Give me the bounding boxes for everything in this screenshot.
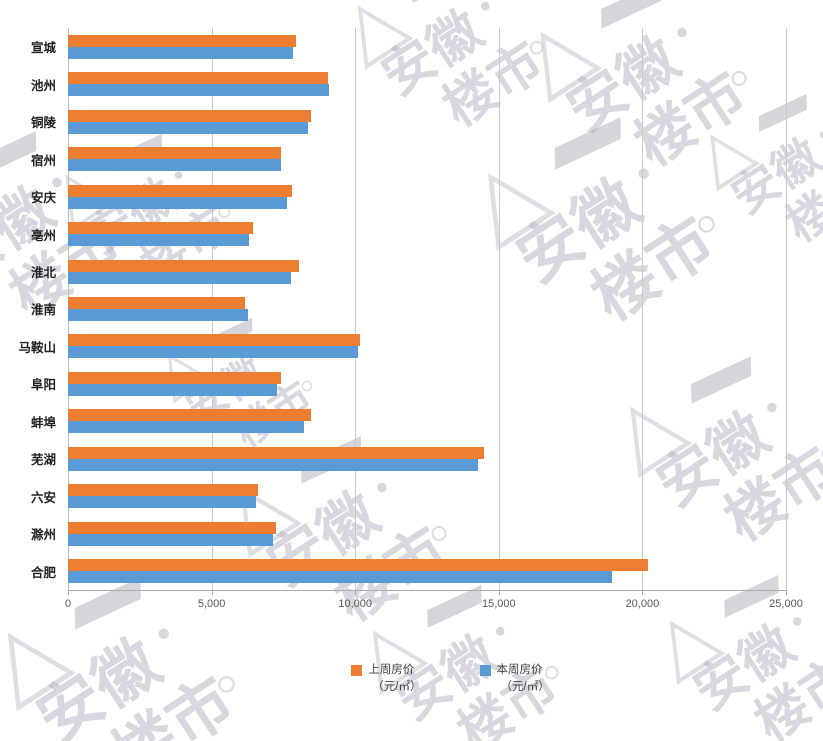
bar-this-week [68,46,294,59]
legend-label-last-week: 上周房价 [368,664,415,676]
x-tick-label: 25,000 [769,598,803,610]
bar-last-week [68,34,297,47]
bar-group-1 [68,34,786,59]
gridline [355,28,357,590]
bar-last-week [68,371,282,384]
bar-group-9 [68,334,786,359]
axis-tick [786,590,787,595]
bar-this-week [68,383,277,396]
bar-group-5 [68,184,786,209]
category-label: 蚌埠 [30,415,56,430]
bar-this-week [68,458,479,471]
bar-this-week [68,84,330,97]
bar-this-week [68,421,305,434]
category-label: 六安 [30,490,56,505]
bar-last-week [68,334,361,347]
bar-group-8 [68,297,786,321]
category-label: 合肥 [30,565,56,580]
gridline [498,28,500,590]
category-label: 阜阳 [30,378,56,393]
bar-this-week [68,571,613,584]
x-tick-label: 10,000 [338,598,373,610]
bar-group-6 [68,222,786,247]
x-tick-label: 15,000 [481,598,516,610]
bar-last-week [68,109,312,122]
category-label: 安庆 [30,191,56,206]
bar-this-week [68,496,257,509]
bar-this-week [68,159,281,172]
bar-last-week [68,521,276,534]
watermark-dot-icon: ● [785,607,808,633]
watermark-bar-icon [601,0,662,29]
watermark-dot-icon: ● [488,617,511,643]
gridline [642,28,644,590]
bar-this-week [68,271,291,284]
bar-group-7 [68,259,786,284]
category-label: 芜湖 [30,453,56,468]
bar-group-4 [68,147,786,172]
category-label: 淮北 [30,266,56,281]
watermark-dot-icon: ● [149,617,177,649]
axis-tick [68,590,69,595]
category-label: 宿州 [30,153,56,168]
bar-group-14 [68,521,786,546]
bar-last-week [68,297,245,309]
category-label: 宣城 [30,41,56,56]
category-label: 亳州 [30,228,56,243]
axis-tick [642,590,644,595]
legend-swatch-this-week-icon [479,665,491,676]
axis-tick [211,590,213,595]
bar-last-week [68,409,311,422]
bar-this-week [68,234,249,247]
legend-swatch-last-week-icon [351,665,363,676]
x-tick-label: 0 [64,598,72,610]
bar-last-week [68,147,282,160]
x-tick-label: 5,000 [197,598,226,610]
legend-text-this-week: 本周房价 （元/㎡） [497,662,550,697]
plot-area [68,28,787,595]
category-axis: 宣城池州铜陵宿州安庆亳州淮北淮南马鞍山阜阳蚌埠芜湖六安滁州合肥 [0,28,61,590]
bar-this-week [68,346,359,359]
bar-this-week [68,196,287,209]
bar-group-11 [68,409,786,434]
bar-last-week [68,259,300,272]
bar-group-3 [68,109,786,134]
gridline [786,28,787,590]
legend-unit-this-week: （元/㎡） [500,681,550,694]
bar-last-week [68,559,648,572]
legend-item-this-week: 本周房价 （元/㎡） [479,662,550,697]
category-label: 铜陵 [30,116,56,131]
bar-this-week [68,309,249,321]
category-label: 淮南 [30,303,56,318]
bar-group-2 [68,72,786,97]
category-label: 滁州 [30,528,56,543]
bar-group-10 [68,371,786,396]
x-axis: 0 5,000 10,000 15,000 20,000 25,000 [64,598,803,616]
watermark-dot-icon: ● [813,122,823,146]
bar-this-week [68,533,273,546]
watermark-dot-icon: ● [473,0,496,18]
legend-label-this-week: 本周房价 [496,664,543,676]
chart-legend: 上周房价 （元/㎡） 本周房价 （元/㎡） [0,662,823,697]
bar-group-15 [68,559,786,584]
bar-last-week [68,184,293,197]
legend-unit-last-week: （元/㎡） [372,681,422,694]
bar-this-week [68,121,309,134]
category-label: 池州 [30,78,56,93]
bar-group-12 [68,446,786,471]
bar-last-week [68,484,258,497]
bar-group-13 [68,484,786,509]
category-label: 马鞍山 [18,340,56,355]
watermark-ring [818,443,823,464]
axis-tick [498,590,500,595]
bar-last-week [68,72,328,85]
bar-last-week [68,222,253,235]
x-tick-label: 20,000 [625,598,660,610]
legend-item-last-week: 上周房价 （元/㎡） [351,662,422,697]
watermark-bar-icon [412,0,467,3]
bar-last-week [68,446,484,459]
legend-text-last-week: 上周房价 （元/㎡） [368,662,421,697]
axis-tick [355,590,357,595]
